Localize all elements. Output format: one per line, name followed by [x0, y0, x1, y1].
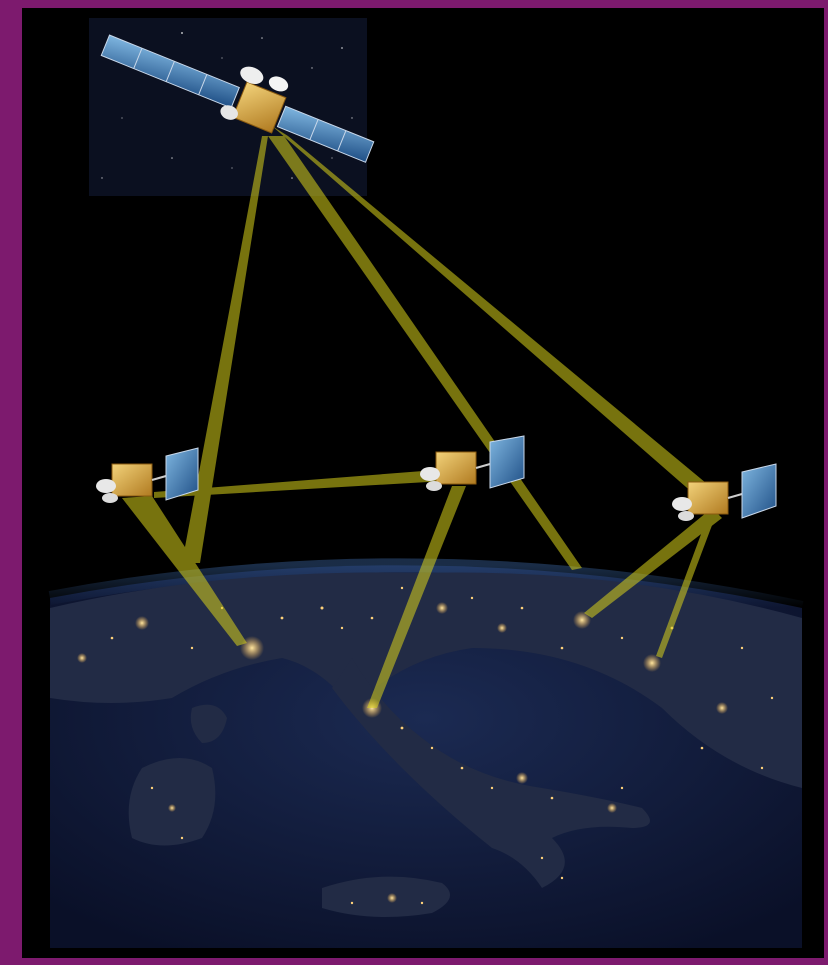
beam-right-to-ground — [584, 508, 722, 618]
europe-landmass — [50, 572, 802, 788]
beam-geo-to-right — [272, 126, 712, 494]
satellite-center — [420, 435, 525, 491]
scene-canvas — [22, 8, 824, 958]
earth-night — [48, 513, 824, 958]
satellite-left — [96, 447, 199, 503]
beam-left-to-ground — [122, 496, 247, 646]
beam-right-to-ground-east — [656, 518, 714, 658]
corsica-island — [190, 704, 227, 743]
satellite-network-illustration — [48, 18, 824, 958]
sardinia-island — [128, 758, 216, 846]
beam-center-to-ground — [367, 486, 466, 708]
geo-satellite — [100, 34, 375, 163]
italy-peninsula — [332, 658, 650, 888]
beam-geo-to-left — [182, 136, 268, 563]
beam-left-to-center — [154, 468, 462, 498]
satellite-right — [672, 463, 777, 521]
sicily-island — [322, 876, 450, 917]
